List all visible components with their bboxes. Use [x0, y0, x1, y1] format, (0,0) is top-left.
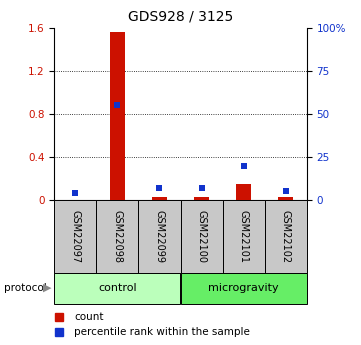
Bar: [54, 273, 180, 304]
Text: protocol: protocol: [4, 283, 46, 293]
Bar: [278, 197, 293, 200]
Title: GDS928 / 3125: GDS928 / 3125: [128, 10, 233, 24]
Text: GSM22099: GSM22099: [155, 210, 165, 263]
Bar: [110, 32, 125, 200]
Bar: [180, 200, 223, 273]
Text: percentile rank within the sample: percentile rank within the sample: [74, 327, 250, 337]
Bar: [265, 200, 307, 273]
Text: control: control: [98, 283, 136, 293]
Bar: [180, 273, 307, 304]
Bar: [236, 184, 251, 200]
Bar: [152, 197, 167, 200]
Bar: [223, 200, 265, 273]
Text: GSM22097: GSM22097: [70, 210, 80, 263]
Bar: [54, 200, 96, 273]
Text: count: count: [74, 312, 104, 322]
Text: ▶: ▶: [43, 283, 51, 293]
Bar: [138, 200, 180, 273]
Text: GSM22101: GSM22101: [239, 210, 249, 263]
Text: GSM22102: GSM22102: [281, 210, 291, 263]
Text: microgravity: microgravity: [208, 283, 279, 293]
Bar: [96, 200, 138, 273]
Text: GSM22098: GSM22098: [112, 210, 122, 263]
Text: GSM22100: GSM22100: [196, 210, 206, 263]
Bar: [194, 197, 209, 200]
